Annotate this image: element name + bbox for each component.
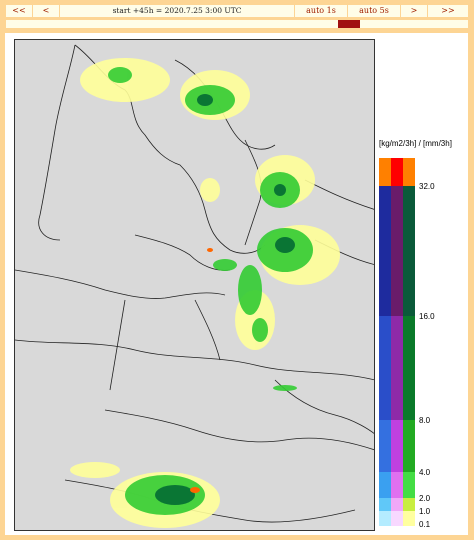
legend-tick-label: 32.0 (419, 182, 435, 191)
precip-mid-areas (108, 67, 313, 515)
timeline-current-marker[interactable] (338, 20, 360, 28)
auto-play-5s-button[interactable]: auto 5s (348, 5, 400, 17)
legend-tick-label: 0.1 (419, 520, 431, 529)
legend-tick-label: 16.0 (419, 312, 435, 321)
legend-tick-label: 2.0 (419, 494, 431, 503)
legend-unit-label: [kg/m2/3h] / [mm/3h] (379, 139, 452, 148)
previous-frame-button[interactable]: < (33, 5, 59, 17)
legend-tick-label: 4.0 (419, 468, 431, 477)
sea-area (15, 40, 75, 250)
forecast-time-title: start +45h = 2020.7.25 3:00 UTC (60, 5, 294, 17)
precip-extreme-areas (190, 248, 213, 493)
auto-play-1s-button[interactable]: auto 1s (295, 5, 347, 17)
legend-tick-label: 8.0 (419, 416, 431, 425)
precipitation-map-graphic (15, 40, 374, 528)
precip-heavy-areas (155, 94, 295, 505)
next-frame-button[interactable]: > (401, 5, 427, 17)
precipitation-color-legend (379, 158, 415, 526)
precipitation-map (14, 39, 375, 531)
legend-color-bar (379, 158, 415, 526)
last-frame-button[interactable]: >> (428, 5, 468, 17)
timeline-slider[interactable] (6, 20, 468, 28)
coastlines (15, 44, 374, 523)
legend-tick-label: 1.0 (419, 507, 431, 516)
first-frame-button[interactable]: << (6, 5, 32, 17)
animation-toolbar: << < start +45h = 2020.7.25 3:00 UTC aut… (6, 5, 468, 17)
